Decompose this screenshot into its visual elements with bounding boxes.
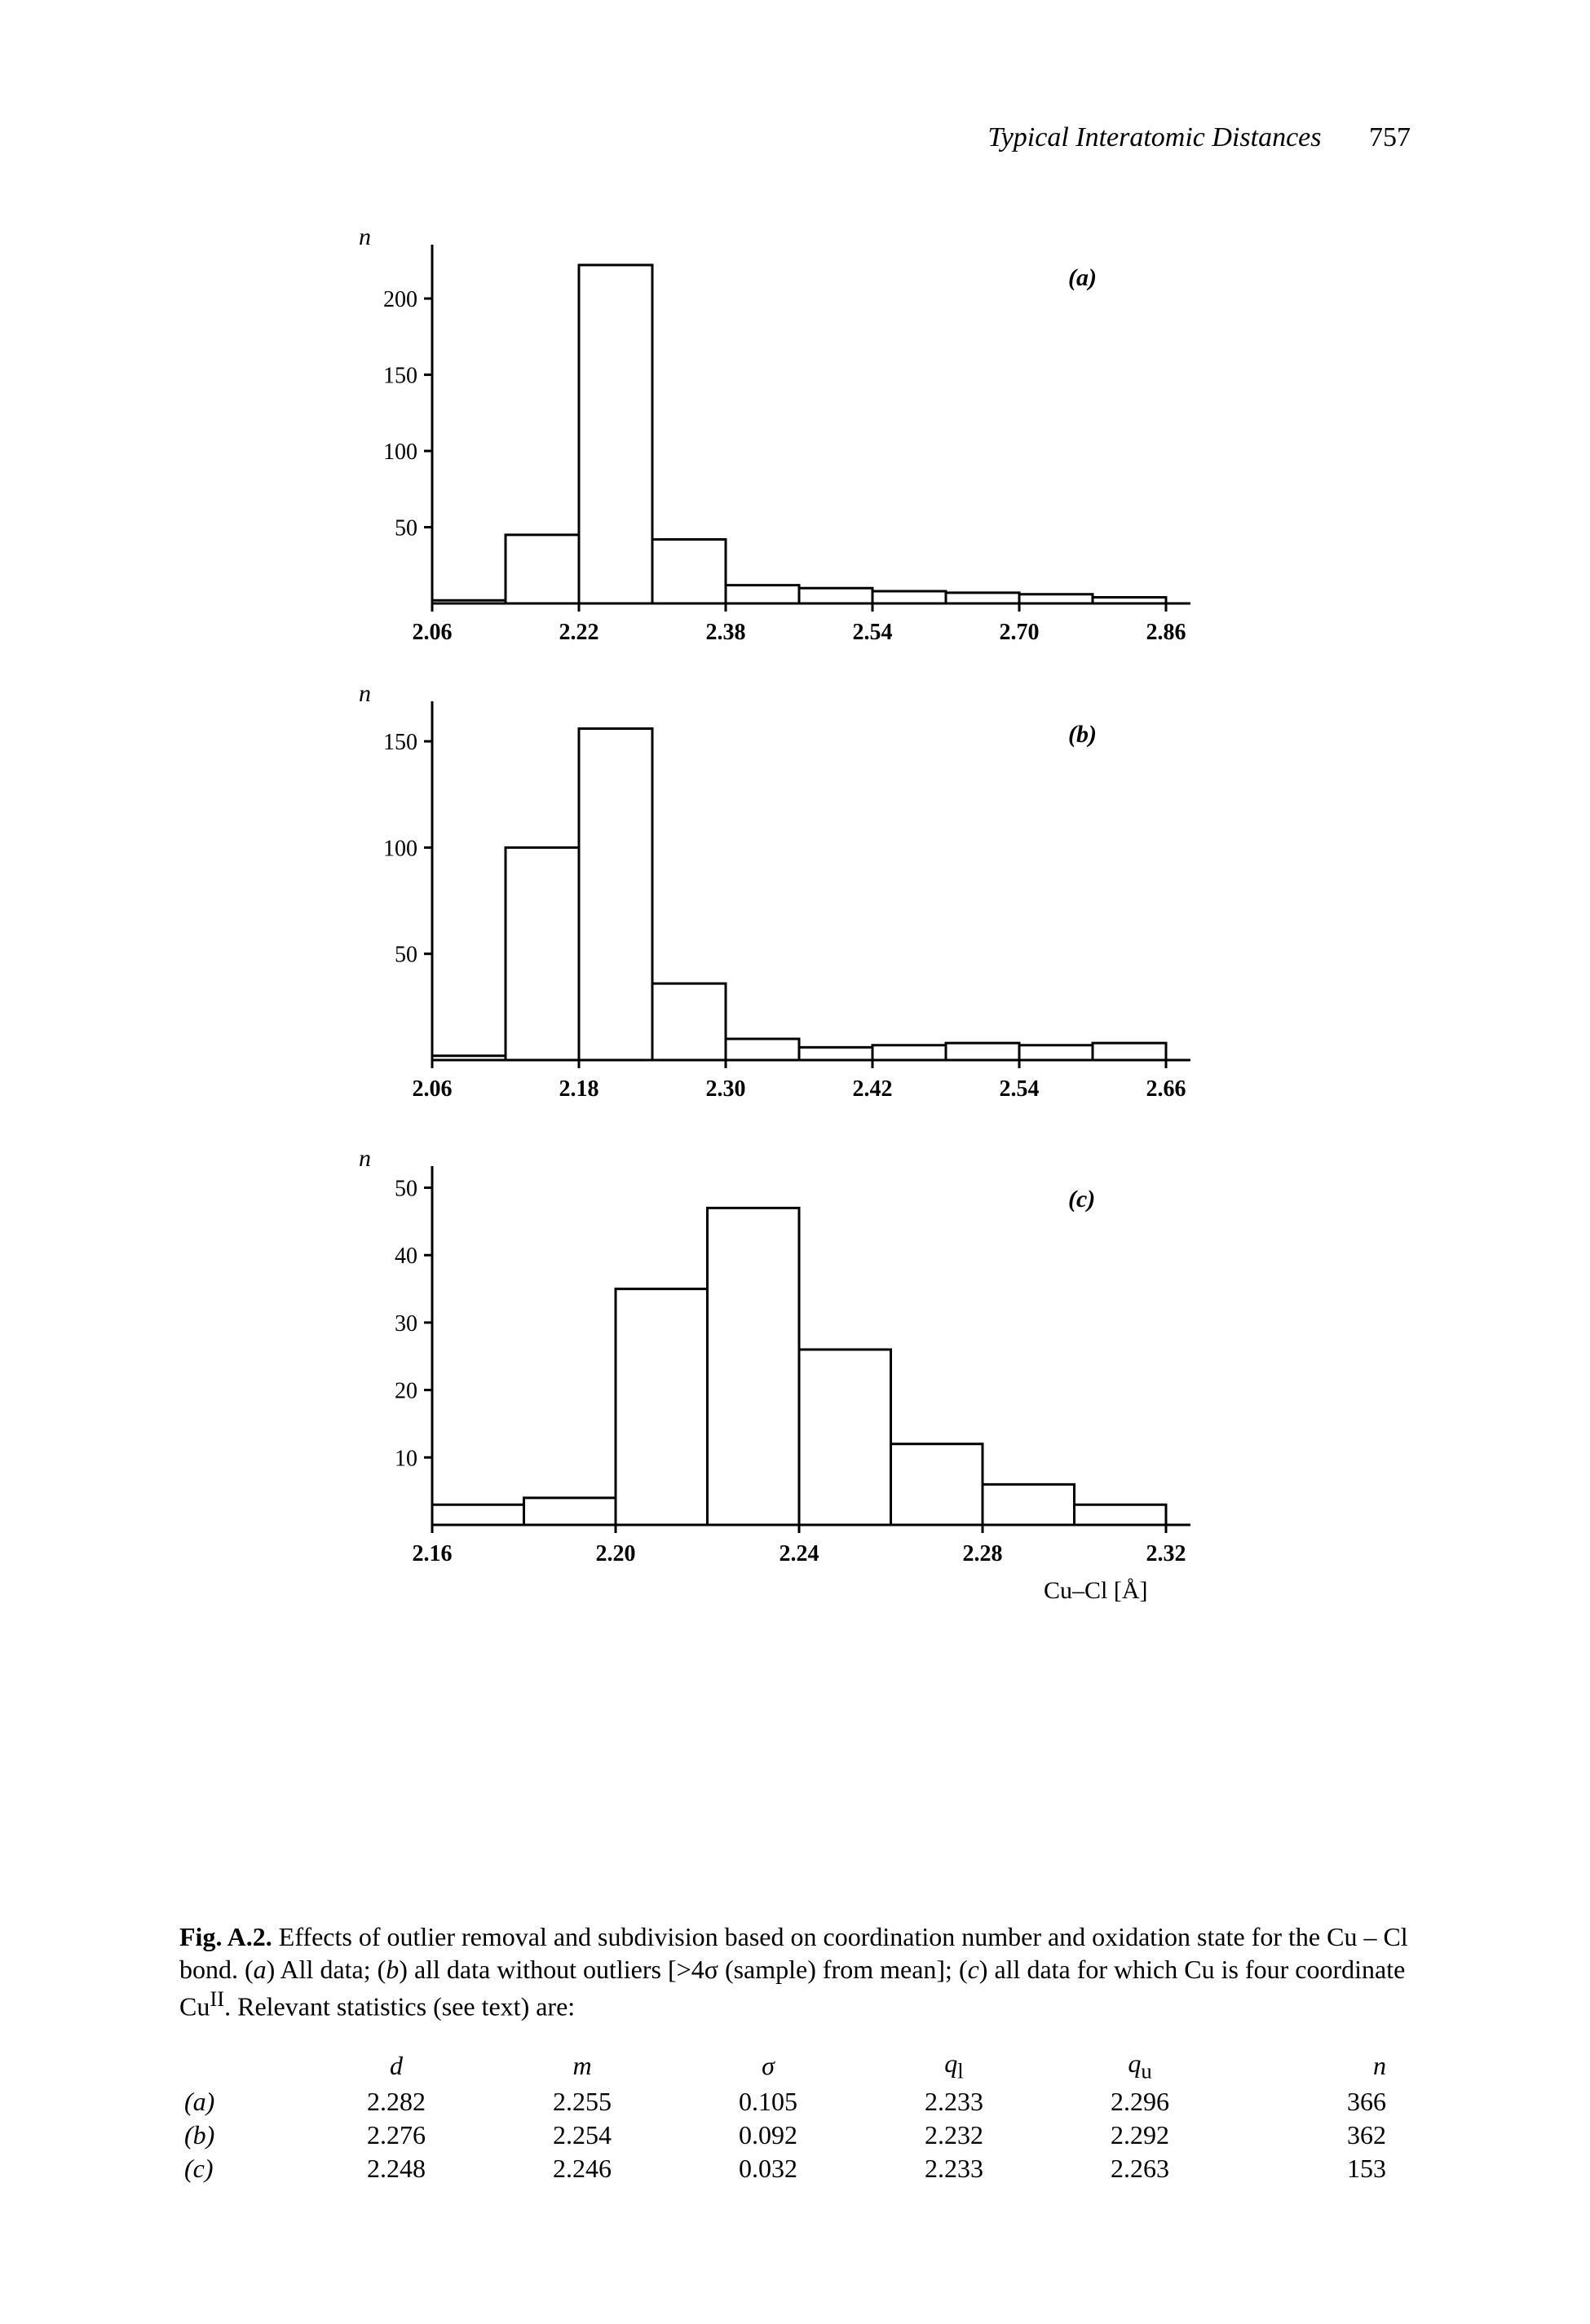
caption-text-5: . Relevant statistics (see text) are: <box>224 1992 575 2021</box>
col-σ: σ <box>675 2047 861 2085</box>
svg-text:2.22: 2.22 <box>559 620 599 645</box>
table-row: (c)2.2482.2460.0322.2332.263153 <box>179 2152 1419 2185</box>
svg-text:2.54: 2.54 <box>853 620 893 645</box>
table-cell: 366 <box>1233 2085 1419 2119</box>
table-cell: (a) <box>179 2085 303 2119</box>
stats-table-head: dmσqlqun <box>179 2047 1419 2085</box>
svg-text:(b): (b) <box>1068 721 1097 748</box>
svg-text:2.66: 2.66 <box>1146 1076 1186 1102</box>
svg-text:2.20: 2.20 <box>596 1541 636 1566</box>
col-m: m <box>489 2047 675 2085</box>
caption-sup: II <box>210 1986 224 2011</box>
col-d: d <box>303 2047 489 2085</box>
stats-table-body: (a)2.2822.2550.1052.2332.296366(b)2.2762… <box>179 2085 1419 2185</box>
table-cell: 0.032 <box>675 2152 861 2185</box>
svg-text:20: 20 <box>395 1379 417 1404</box>
histogram-b: n 50 100 150 2.06 2.18 2.30 2.42 2.54 2.66 (b) <box>285 661 1345 1117</box>
page: Typical Interatomic Distances 757 n50100… <box>0 0 1590 2324</box>
table-cell: 2.248 <box>303 2152 489 2185</box>
table-cell: 2.246 <box>489 2152 675 2185</box>
svg-text:2.42: 2.42 <box>853 1076 893 1102</box>
table-cell: 2.296 <box>1047 2085 1233 2119</box>
col-n: n <box>1233 2047 1419 2085</box>
figure-caption: Fig. A.2. Effects of outlier removal and… <box>179 1920 1419 2023</box>
table-cell: 2.232 <box>861 2119 1047 2152</box>
stats-table: dmσqlqun (a)2.2822.2550.1052.2332.296366… <box>179 2047 1419 2185</box>
svg-text:(c): (c) <box>1068 1186 1095 1213</box>
svg-text:2.30: 2.30 <box>706 1076 746 1102</box>
svg-text:150: 150 <box>383 364 417 389</box>
table-cell: (b) <box>179 2119 303 2152</box>
svg-text:n: n <box>359 680 371 707</box>
table-cell: 2.255 <box>489 2085 675 2119</box>
table-row: (a)2.2822.2550.1052.2332.296366 <box>179 2085 1419 2119</box>
svg-text:50: 50 <box>395 516 417 541</box>
charts-container: n501001502002.062.222.382.542.702.86(a) … <box>285 204 1345 1623</box>
table-cell: 2.233 <box>861 2152 1047 2185</box>
histogram-a: n 50 100 150 200 2.06 2.22 2.38 2.54 2.70 2.86 (a) <box>285 204 1345 661</box>
col-q: ql <box>861 2047 1047 2085</box>
caption-c: c <box>968 1955 979 1984</box>
svg-text:10: 10 <box>395 1446 417 1471</box>
svg-text:2.54: 2.54 <box>1000 1076 1040 1102</box>
table-cell: (c) <box>179 2152 303 2185</box>
svg-text:2.24: 2.24 <box>780 1541 819 1566</box>
svg-text:2.86: 2.86 <box>1146 620 1186 645</box>
table-cell: 362 <box>1233 2119 1419 2152</box>
svg-text:2.16: 2.16 <box>413 1541 453 1566</box>
table-cell: 0.092 <box>675 2119 861 2152</box>
svg-text:40: 40 <box>395 1244 417 1269</box>
svg-text:2.70: 2.70 <box>1000 620 1040 645</box>
col-blank <box>179 2047 303 2085</box>
table-cell: 0.105 <box>675 2085 861 2119</box>
table-cell: 2.263 <box>1047 2152 1233 2185</box>
svg-text:200: 200 <box>383 287 417 312</box>
caption-a: a <box>254 1955 267 1984</box>
svg-text:2.38: 2.38 <box>706 620 746 645</box>
svg-text:100: 100 <box>383 836 417 861</box>
table-cell: 2.233 <box>861 2085 1047 2119</box>
svg-text:30: 30 <box>395 1311 417 1337</box>
svg-text:150: 150 <box>383 730 417 755</box>
table-cell: 153 <box>1233 2152 1419 2185</box>
svg-text:n: n <box>359 223 371 250</box>
caption-text-2: ) All data; ( <box>267 1955 386 1984</box>
svg-text:2.06: 2.06 <box>413 620 453 645</box>
table-header-row: dmσqlqun <box>179 2047 1419 2085</box>
running-title: Typical Interatomic Distances <box>987 122 1321 152</box>
svg-text:2.28: 2.28 <box>963 1541 1003 1566</box>
running-head: Typical Interatomic Distances 757 <box>987 122 1411 153</box>
svg-text:n: n <box>359 1145 371 1172</box>
table-cell: 2.254 <box>489 2119 675 2152</box>
histogram-c: n 10 20 30 40 50 2.16 2.20 2.24 2.28 2.32 (c) Cu–Cl … <box>285 1117 1345 1623</box>
svg-text:2.06: 2.06 <box>413 1076 453 1102</box>
table-row: (b)2.2762.2540.0922.2322.292362 <box>179 2119 1419 2152</box>
caption-b: b <box>386 1955 399 1984</box>
fig-label: Fig. A.2. <box>179 1922 272 1951</box>
caption-text-3: ) all data without outliers [>4σ (sample… <box>399 1955 967 1984</box>
table-cell: 2.276 <box>303 2119 489 2152</box>
svg-text:50: 50 <box>395 943 417 968</box>
svg-text:2.18: 2.18 <box>559 1076 599 1102</box>
svg-text:Cu–Cl [Å]: Cu–Cl [Å] <box>1044 1577 1148 1604</box>
svg-text:2.32: 2.32 <box>1146 1541 1186 1566</box>
svg-text:50: 50 <box>395 1177 417 1202</box>
col-q: qu <box>1047 2047 1233 2085</box>
page-number: 757 <box>1369 122 1411 152</box>
table-cell: 2.292 <box>1047 2119 1233 2152</box>
svg-text:(a): (a) <box>1068 264 1097 291</box>
table-cell: 2.282 <box>303 2085 489 2119</box>
svg-text:100: 100 <box>383 440 417 465</box>
